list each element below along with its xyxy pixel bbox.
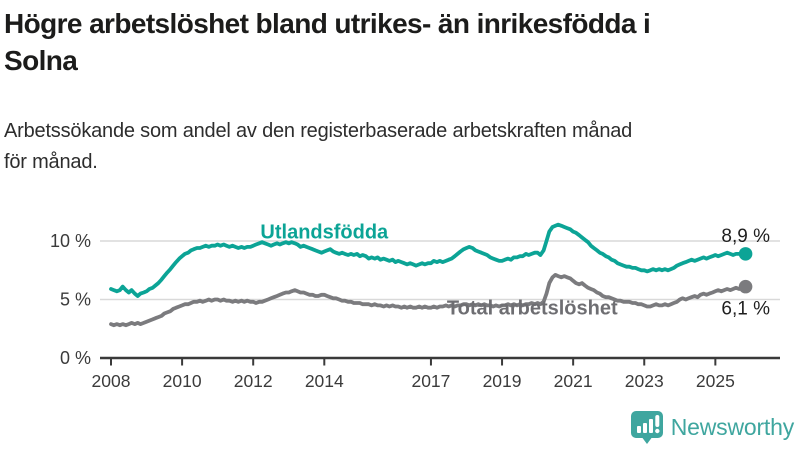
x-tick-label: 2017 (411, 371, 450, 391)
series-endpoint-utlandsfodda (738, 247, 753, 261)
series-line-total-arbetsloshet (109, 272, 748, 328)
end-value-label-total-arbetsloshet: 6,1 % (721, 299, 770, 320)
y-tick-label: 5 % (60, 290, 91, 310)
x-tick-label: 2012 (234, 371, 273, 391)
x-tick-label: 2023 (625, 371, 664, 391)
end-value-label-utlandsfodda: 8,9 % (721, 226, 770, 247)
page-title: Högre arbetslöshet bland utrikes- än inr… (4, 5, 792, 79)
title-line-1: Högre arbetslöshet bland utrikes- än inr… (4, 8, 651, 39)
x-tick-label: 2010 (163, 371, 202, 391)
bar-chart-pin-icon (630, 411, 663, 444)
series-label-utlandsfodda: Utlandsfödda (260, 222, 389, 244)
title-line-2: Solna (4, 45, 78, 76)
y-tick-label: 0 % (60, 348, 91, 368)
x-tick-label: 2008 (92, 371, 131, 391)
newsworthy-attribution[interactable]: Newsworthy (630, 410, 794, 445)
x-tick-label: 2014 (305, 371, 344, 391)
x-tick-label: 2021 (554, 371, 593, 391)
series-line-utlandsfodda (109, 222, 748, 298)
y-tick-label: 10 % (50, 231, 91, 251)
subtitle-line-2: för månad. (4, 151, 98, 173)
series-label-total-arbetsloshet: Total arbetslöshet (447, 297, 618, 319)
x-tick-label: 2019 (483, 371, 522, 391)
subtitle-line-1: Arbetssökande som andel av den registerb… (4, 120, 633, 142)
x-tick-label: 2025 (696, 371, 735, 391)
series-endpoint-total-arbetsloshet (738, 279, 753, 294)
chart-subtitle: Arbetssökande som andel av den registerb… (4, 116, 792, 178)
brand-name: Newsworthy (670, 414, 794, 440)
